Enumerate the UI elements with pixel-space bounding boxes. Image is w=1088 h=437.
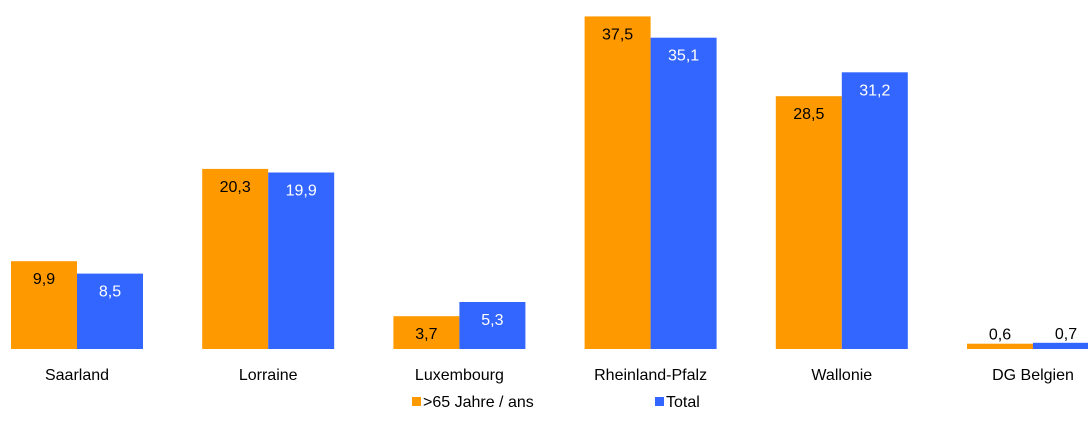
- legend: >65 Jahre / ans Total: [412, 394, 700, 411]
- value-label-lorraine-older: 20,3: [220, 179, 251, 196]
- bar-rheinland-pfalz-older: [584, 16, 651, 350]
- bar-saarland-total: [77, 273, 143, 349]
- bar-dg-belgien-total: [1033, 342, 1088, 349]
- legend-swatch-total: [655, 397, 664, 406]
- category-label-luxembourg: Luxembourg: [415, 367, 504, 384]
- bar-luxembourg-total: [459, 302, 526, 349]
- category-label-dg-belgien: DG Belgien: [992, 367, 1074, 384]
- category-label-saarland: Saarland: [45, 367, 109, 384]
- bar-lorraine-total: [268, 172, 335, 349]
- legend-item-older: >65 Jahre / ans: [412, 394, 534, 411]
- bar-wallonie-total: [841, 72, 908, 350]
- bar-dg-belgien-older: [967, 343, 1033, 349]
- bar-wallonie-older: [775, 96, 842, 349]
- value-label-luxembourg-older: 3,7: [415, 326, 437, 343]
- legend-label-total: Total: [666, 394, 700, 411]
- value-labels-layer: 9,9 8,5 20,3 19,9 3,7 5,3 37,5 35,1 28,5 31,2 0,6 0…: [33, 26, 1077, 343]
- value-label-lorraine-total: 19,9: [286, 183, 317, 200]
- value-label-rheinland-pfalz-older: 37,5: [602, 26, 633, 43]
- value-label-saarland-total: 8,5: [99, 284, 121, 301]
- value-label-dg-belgien-total: 0,7: [1055, 326, 1077, 343]
- value-label-wallonie-older: 28,5: [793, 106, 824, 123]
- bars-layer: [11, 16, 1088, 350]
- category-label-wallonie: Wallonie: [811, 367, 872, 384]
- bar-luxembourg-older: [393, 316, 460, 349]
- bar-lorraine-older: [202, 168, 269, 349]
- value-label-rheinland-pfalz-total: 35,1: [668, 48, 699, 65]
- value-label-dg-belgien-older: 0,6: [989, 327, 1011, 344]
- category-label-lorraine: Lorraine: [239, 367, 298, 384]
- value-label-luxembourg-total: 5,3: [481, 312, 503, 329]
- bar-rheinland-pfalz-total: [650, 37, 717, 349]
- legend-swatch-older: [412, 397, 421, 406]
- value-label-saarland-older: 9,9: [33, 271, 55, 288]
- category-labels-layer: Saarland Lorraine Luxembourg Rheinland-Pfal…: [45, 367, 1074, 384]
- legend-label-older: >65 Jahre / ans: [423, 394, 534, 411]
- value-label-wallonie-total: 31,2: [859, 82, 890, 99]
- bar-saarland-older: [11, 261, 77, 349]
- legend-item-total: Total: [655, 394, 700, 411]
- category-label-rheinland-pfalz: Rheinland-Pfalz: [594, 367, 707, 384]
